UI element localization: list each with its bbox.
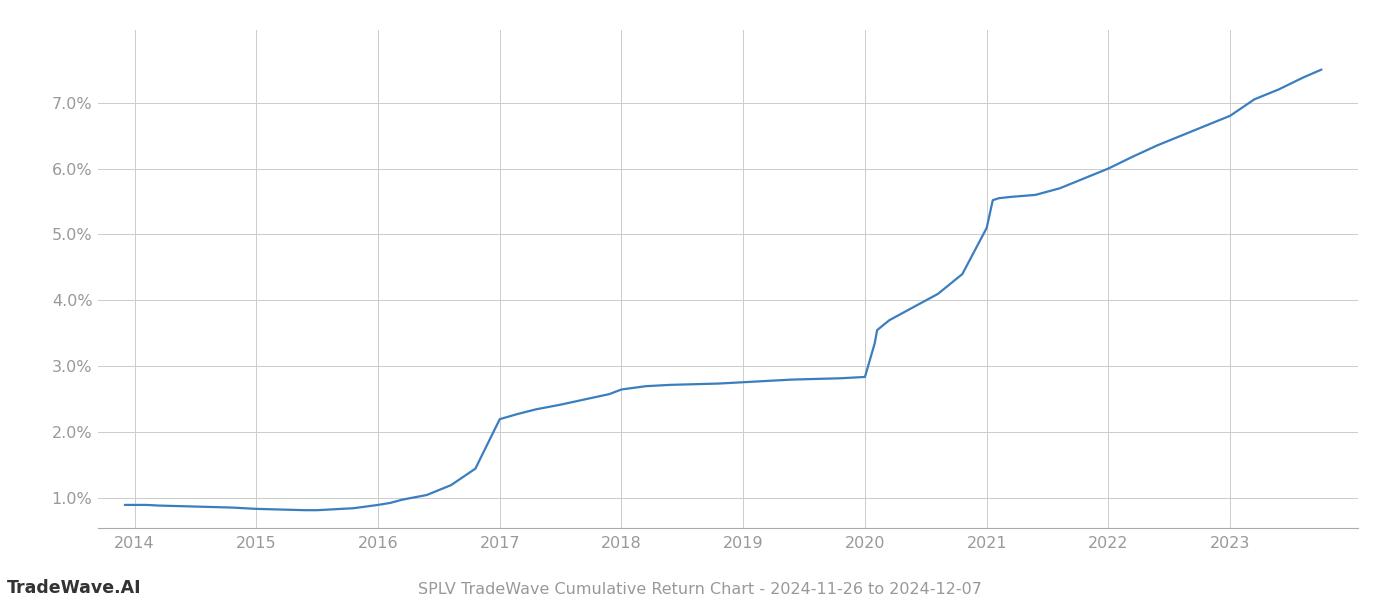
Text: SPLV TradeWave Cumulative Return Chart - 2024-11-26 to 2024-12-07: SPLV TradeWave Cumulative Return Chart -… xyxy=(419,582,981,597)
Text: TradeWave.AI: TradeWave.AI xyxy=(7,579,141,597)
